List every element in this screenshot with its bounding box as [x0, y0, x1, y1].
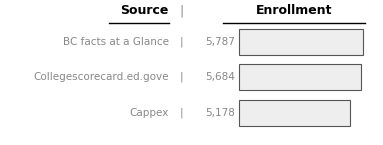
Text: 5,684: 5,684 — [206, 72, 236, 82]
Text: Collegescorecard.ed.gove: Collegescorecard.ed.gove — [33, 72, 169, 82]
Text: |: | — [180, 37, 184, 47]
Text: BC facts at a Glance: BC facts at a Glance — [62, 37, 169, 47]
Text: |: | — [180, 4, 184, 17]
Text: |: | — [180, 108, 184, 118]
Text: |: | — [180, 72, 184, 82]
Text: 5,178: 5,178 — [206, 108, 236, 118]
Text: 5,787: 5,787 — [206, 37, 236, 47]
Text: Source: Source — [120, 4, 169, 17]
Text: Enrollment: Enrollment — [256, 4, 332, 17]
Text: Cappex: Cappex — [129, 108, 169, 118]
